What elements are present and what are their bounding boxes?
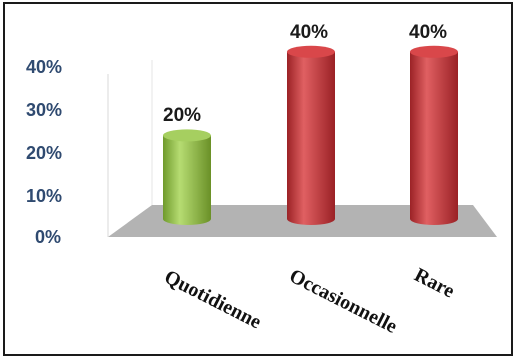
category-label: Rare <box>411 264 458 303</box>
bar-rare <box>410 45 458 225</box>
y-tick-label: 40% <box>26 57 62 77</box>
data-label: 40% <box>409 22 447 43</box>
bar-body <box>410 51 458 225</box>
y-tick-label: 0% <box>35 227 61 247</box>
y-tick-label: 20% <box>26 143 62 163</box>
y-tick-label: 30% <box>26 100 62 120</box>
bar-body <box>287 51 335 225</box>
data-label: 20% <box>163 105 201 126</box>
bar-occasionnelle <box>287 45 335 225</box>
bar-body <box>163 135 211 225</box>
category-label: Occasionnelle <box>286 265 401 338</box>
bars-layer <box>163 45 458 225</box>
category-label: Quotidienne <box>161 266 265 334</box>
bar-top <box>410 45 458 58</box>
bar-quotidienne <box>163 129 211 225</box>
data-label: 40% <box>290 22 328 43</box>
bar-top <box>287 45 335 58</box>
y-tick-label: 10% <box>26 186 62 206</box>
bar-top <box>163 129 211 142</box>
